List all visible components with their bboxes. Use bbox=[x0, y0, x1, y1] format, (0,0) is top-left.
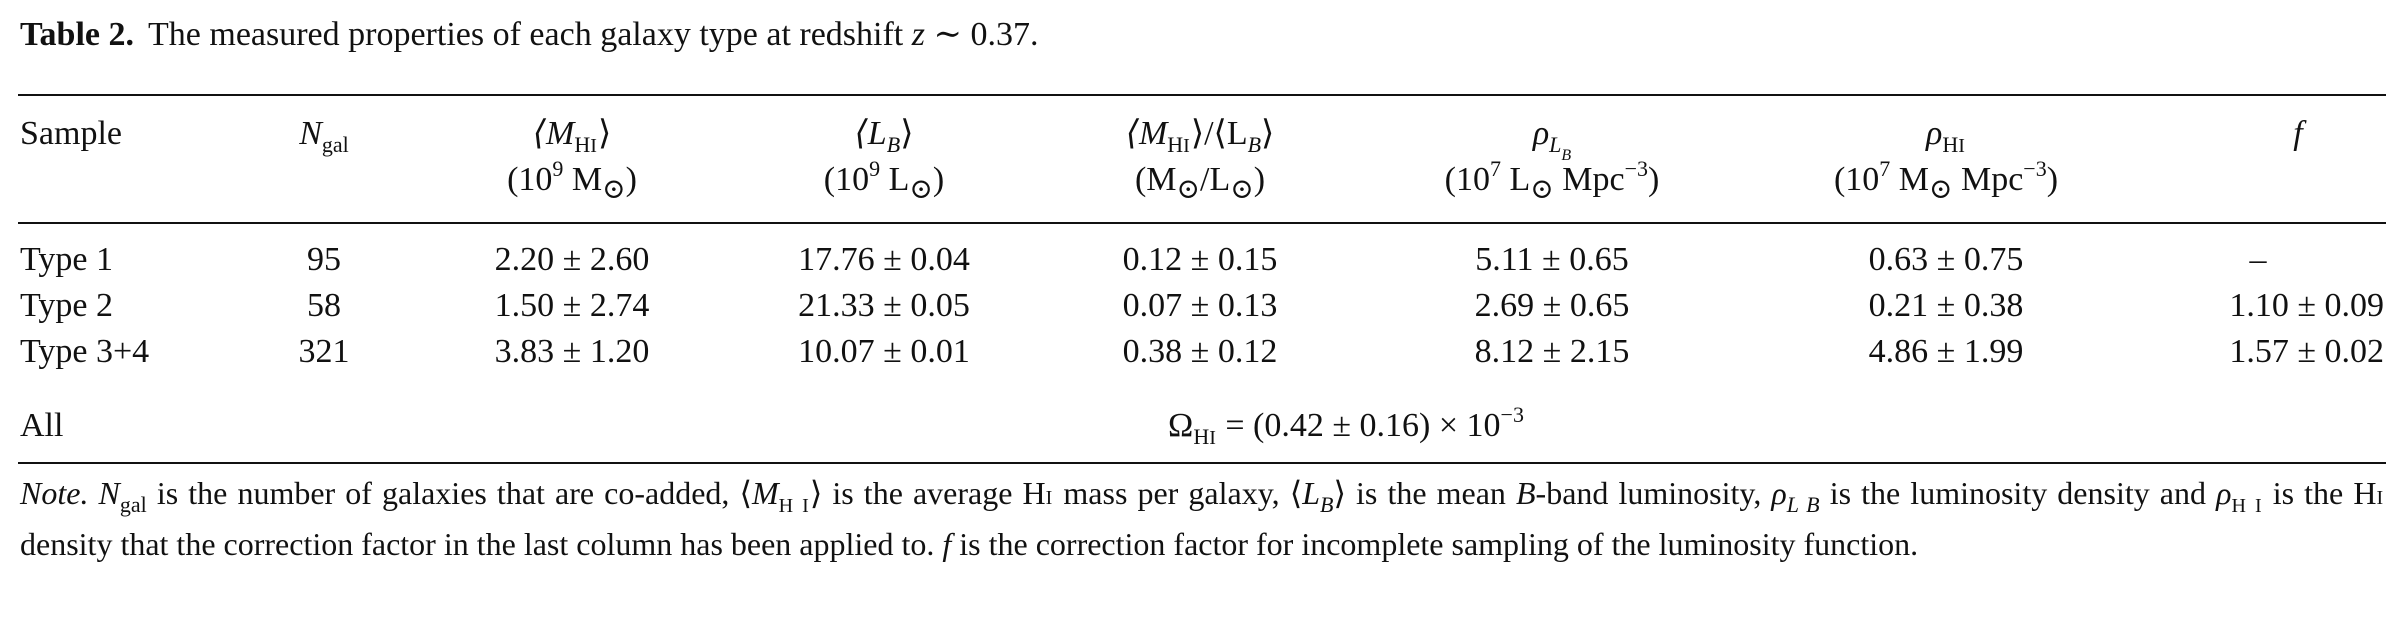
bottom-rule bbox=[18, 462, 2386, 464]
header-luminosity-density-unit: (107 L⊙ Mpc−3) bbox=[1444, 156, 1660, 205]
header-mass-to-light-unit: (M⊙/L⊙) bbox=[1134, 161, 1266, 205]
cell-luminosity-density: 5.11 ± 0.65 bbox=[1475, 241, 1629, 278]
header-luminosity-density: ρLB bbox=[1532, 115, 1572, 164]
table-label: Table 2. bbox=[20, 16, 135, 53]
cell-mean-hi-mass: 3.83 ± 1.20 bbox=[494, 333, 650, 370]
caption-redshift-symbol: z bbox=[911, 16, 925, 53]
cell-hi-density: 4.86 ± 1.99 bbox=[1868, 333, 2024, 370]
cell-hi-density: 0.63 ± 0.75 bbox=[1868, 241, 2024, 278]
table-note: Note. Ngal is the number of galaxies tha… bbox=[20, 475, 2385, 562]
top-rule bbox=[18, 94, 2386, 96]
header-hi-density: ρHI bbox=[1926, 115, 1966, 157]
cell-ngal: 95 bbox=[307, 241, 341, 278]
header-mean-hi-mass: ⟨MHI⟩ bbox=[532, 115, 612, 157]
cell-sample: Type 1 bbox=[20, 241, 113, 278]
cell-correction-factor: 1.10 ± 0.09 bbox=[2229, 287, 2384, 324]
cell-ngal: 321 bbox=[298, 333, 350, 370]
cell-luminosity-density: 2.69 ± 0.65 bbox=[1474, 287, 1630, 324]
cell-mean-luminosity: 17.76 ± 0.04 bbox=[798, 241, 970, 278]
cell-correction-factor: 1.57 ± 0.02 bbox=[2229, 333, 2384, 370]
cell-hi-density: 0.21 ± 0.38 bbox=[1868, 287, 2024, 324]
header-ngal: Ngal bbox=[299, 115, 349, 157]
caption-redshift-value: ∼ 0.37. bbox=[933, 16, 1039, 53]
cell-mass-to-light: 0.12 ± 0.15 bbox=[1122, 241, 1278, 278]
header-mean-luminosity: ⟨LB⟩ bbox=[854, 115, 914, 157]
cell-sample: All bbox=[20, 407, 64, 444]
cell-sample: Type 2 bbox=[20, 287, 113, 324]
cell-mass-to-light: 0.38 ± 0.12 bbox=[1122, 333, 1278, 370]
header-correction-factor: f bbox=[2293, 115, 2303, 152]
cell-mean-luminosity: 10.07 ± 0.01 bbox=[798, 333, 970, 370]
cell-mass-to-light: 0.07 ± 0.13 bbox=[1122, 287, 1278, 324]
header-mass-to-light: ⟨MHI⟩/⟨LB⟩ bbox=[1125, 115, 1275, 157]
cell-mean-hi-mass: 1.50 ± 2.74 bbox=[494, 287, 650, 324]
cell-ngal: 58 bbox=[307, 287, 341, 324]
header-mean-hi-mass-unit: (109 M⊙) bbox=[507, 156, 637, 205]
caption-text: The measured properties of each galaxy t… bbox=[148, 16, 904, 53]
cell-omega-hi: ΩHI = (0.42 ± 0.16) × 10−3 bbox=[1168, 402, 1524, 449]
header-sample: Sample bbox=[20, 115, 122, 152]
cell-luminosity-density: 8.12 ± 2.15 bbox=[1474, 333, 1630, 370]
cell-mean-hi-mass: 2.20 ± 2.60 bbox=[494, 241, 650, 278]
cell-mean-luminosity: 21.33 ± 0.05 bbox=[798, 287, 970, 324]
header-rule bbox=[18, 222, 2386, 224]
cell-sample: Type 3+4 bbox=[20, 333, 150, 370]
cell-correction-factor: – bbox=[2249, 241, 2267, 278]
header-hi-density-unit: (107 M⊙ Mpc−3) bbox=[1833, 156, 2059, 205]
table-caption: Table 2. The measured properties of each … bbox=[20, 14, 1039, 56]
header-mean-luminosity-unit: (109 L⊙) bbox=[823, 156, 945, 205]
